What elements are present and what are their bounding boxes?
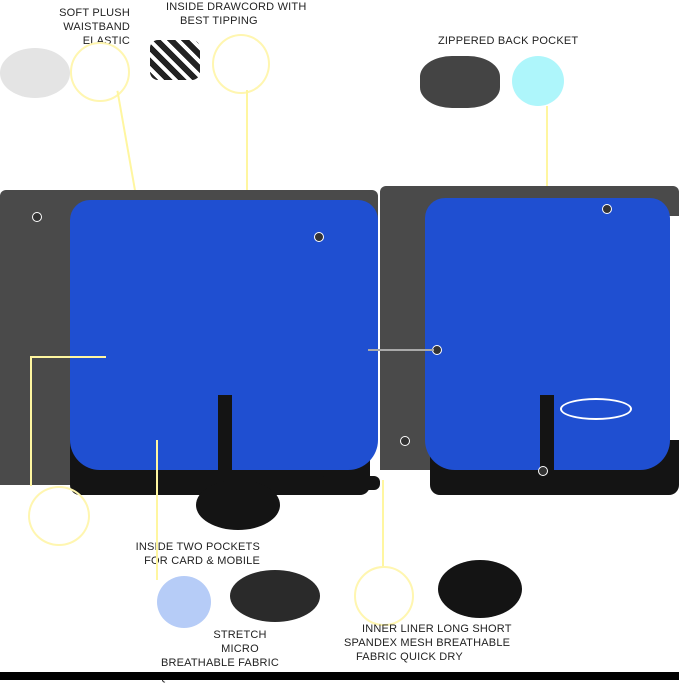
waistband-detail-image <box>0 48 70 98</box>
callout-dot <box>538 466 548 476</box>
callout-line <box>156 440 158 580</box>
label-line: INSIDE TWO POCKETS <box>135 541 260 553</box>
callout-ring-liner <box>354 566 414 626</box>
label-line: BREATHABLE FABRIC <box>160 657 280 669</box>
callout-ring-waistband <box>70 42 130 102</box>
callout-dot <box>400 436 410 446</box>
label-line: STRETCH MICRO <box>213 629 267 655</box>
label-liner: INNER LINER LONG SHORT SPANDEX MESH BREA… <box>344 622 512 664</box>
callout-ring-pockets <box>28 486 90 546</box>
label-line: INSIDE DRAWCORD WITH <box>166 1 307 13</box>
liner-detail-image <box>438 560 522 618</box>
back-pocket-detail-image <box>420 56 500 108</box>
label-line: SOFT PLUSH <box>59 7 130 19</box>
label-line: WAISTBAND ELASTIC <box>63 21 130 47</box>
drawcord-detail-image <box>150 40 200 80</box>
label-line: INNER LINER LONG SHORT <box>362 623 512 635</box>
back-pocket-highlight <box>512 56 564 106</box>
callout-line <box>546 106 548 206</box>
callout-dot <box>32 212 42 222</box>
callout-line <box>30 356 32 486</box>
label-line: FABRIC QUICK DRY <box>356 651 463 663</box>
label-waistband: SOFT PLUSH WAISTBAND ELASTIC <box>20 6 130 48</box>
label-inside-pockets: INSIDE TWO POCKETS FOR CARD & MOBILE <box>124 540 260 568</box>
callout-line <box>30 356 106 358</box>
fabric-detail-image <box>157 576 211 628</box>
callout-line <box>382 480 384 568</box>
bottom-bar <box>0 672 679 680</box>
label-line: BEST TIPPING <box>180 15 258 27</box>
label-back-pocket: ZIPPERED BACK POCKET <box>438 35 579 47</box>
callout-dot <box>602 204 612 214</box>
callout-ring-drawcord <box>212 34 270 94</box>
fabric-detail-image-dark <box>230 570 320 622</box>
left-shorts-split <box>218 395 232 475</box>
right-shorts-split <box>540 395 554 475</box>
callout-line <box>246 90 248 210</box>
callout-line <box>116 90 138 200</box>
liner-band-detail-image <box>320 476 380 490</box>
label-line: SPANDEX MESH BREATHABLE <box>344 637 511 649</box>
callout-dot <box>314 232 324 242</box>
label-drawcord: INSIDE DRAWCORD WITH BEST TIPPING <box>166 0 306 28</box>
pocket-detail-image <box>196 480 280 530</box>
label-line: FOR CARD & MOBILE <box>144 555 260 567</box>
brand-logo <box>560 398 632 420</box>
callout-line <box>368 349 434 351</box>
